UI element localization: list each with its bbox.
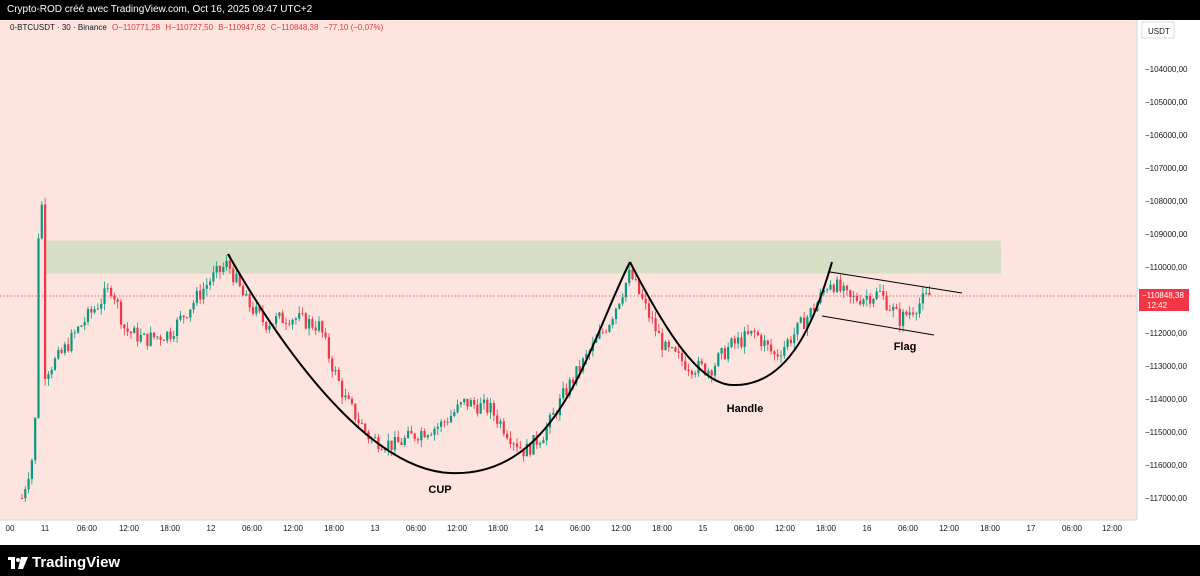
change-value: −77,10 (−0,07%) — [323, 23, 384, 32]
title-bar: Crypto-ROD créé avec TradingView.com, Oc… — [0, 0, 1200, 20]
open-value: O−110771,28 — [112, 23, 161, 32]
tradingview-logo-icon — [8, 556, 28, 569]
title-bar-text: Crypto-ROD créé avec TradingView.com, Oc… — [7, 4, 313, 15]
tradingview-logo-text: TradingView — [32, 554, 121, 571]
high-value: H−110727,50 — [165, 23, 214, 32]
low-value: B−110947,62 — [218, 23, 266, 32]
symbol-label[interactable]: 0-BTCUSDT · 30 · Binance — [10, 23, 107, 32]
bottom-bar: TradingView — [0, 545, 1200, 576]
chart-frame[interactable] — [0, 20, 1200, 545]
tradingview-logo[interactable]: TradingView — [8, 554, 120, 571]
close-value: C−110848,38 — [270, 23, 319, 32]
symbol-header: 0-BTCUSDT · 30 · Binance O−110771,28 H−1… — [10, 23, 386, 32]
